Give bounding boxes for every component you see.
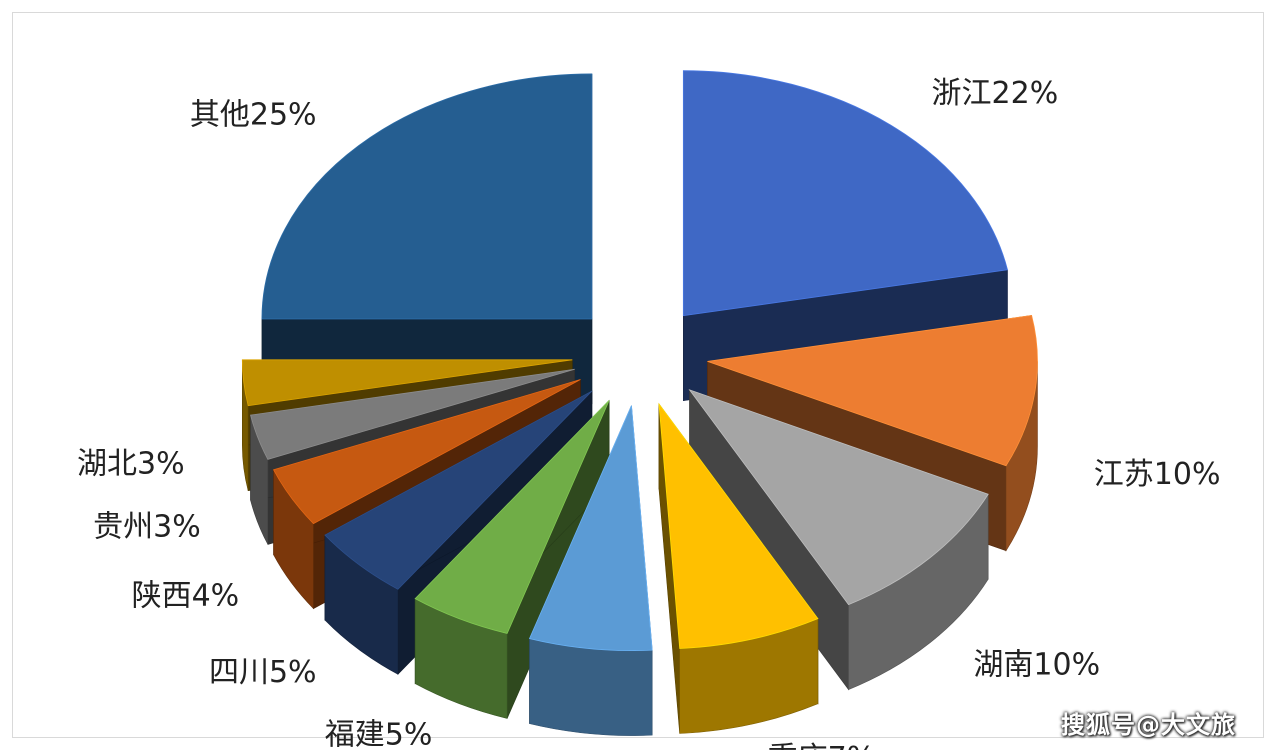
data-label-fujian: 福建5% xyxy=(325,718,433,750)
data-label-hunan: 湖南10% xyxy=(973,647,1100,682)
slice-top-chongqing xyxy=(658,402,819,649)
slice-top-zhejiang xyxy=(682,70,1008,317)
slice-top-guizhou xyxy=(250,368,575,460)
slice-top-sichuan xyxy=(324,390,593,590)
slice-rim-guangdong xyxy=(529,638,653,736)
data-label-shaanxi: 陕西4% xyxy=(132,578,240,613)
slice-top-shaanxi xyxy=(273,379,581,525)
pie-slice-guangdong xyxy=(528,405,653,736)
data-label-chongqing: 重庆7% xyxy=(768,741,876,750)
slice-top-guangdong xyxy=(528,405,653,651)
data-label-sichuan: 四川5% xyxy=(209,655,317,690)
watermark: 搜狐号@大文旅 xyxy=(1061,711,1236,739)
slice-top-fujian xyxy=(414,400,610,634)
slice-top-hubei xyxy=(241,359,573,407)
pie-slice-chongqing xyxy=(658,402,819,734)
data-label-other: 其他25% xyxy=(190,98,317,133)
data-label-jiangsu: 江苏10% xyxy=(1094,457,1221,492)
data-label-zhejiang: 浙江22% xyxy=(932,76,1059,111)
slice-top-jiangsu xyxy=(707,315,1038,467)
data-label-guizhou: 贵州3% xyxy=(93,509,201,544)
slice-top-other xyxy=(261,73,593,320)
slice-top-hunan xyxy=(688,389,989,606)
data-label-hubei: 湖北3% xyxy=(77,447,185,482)
